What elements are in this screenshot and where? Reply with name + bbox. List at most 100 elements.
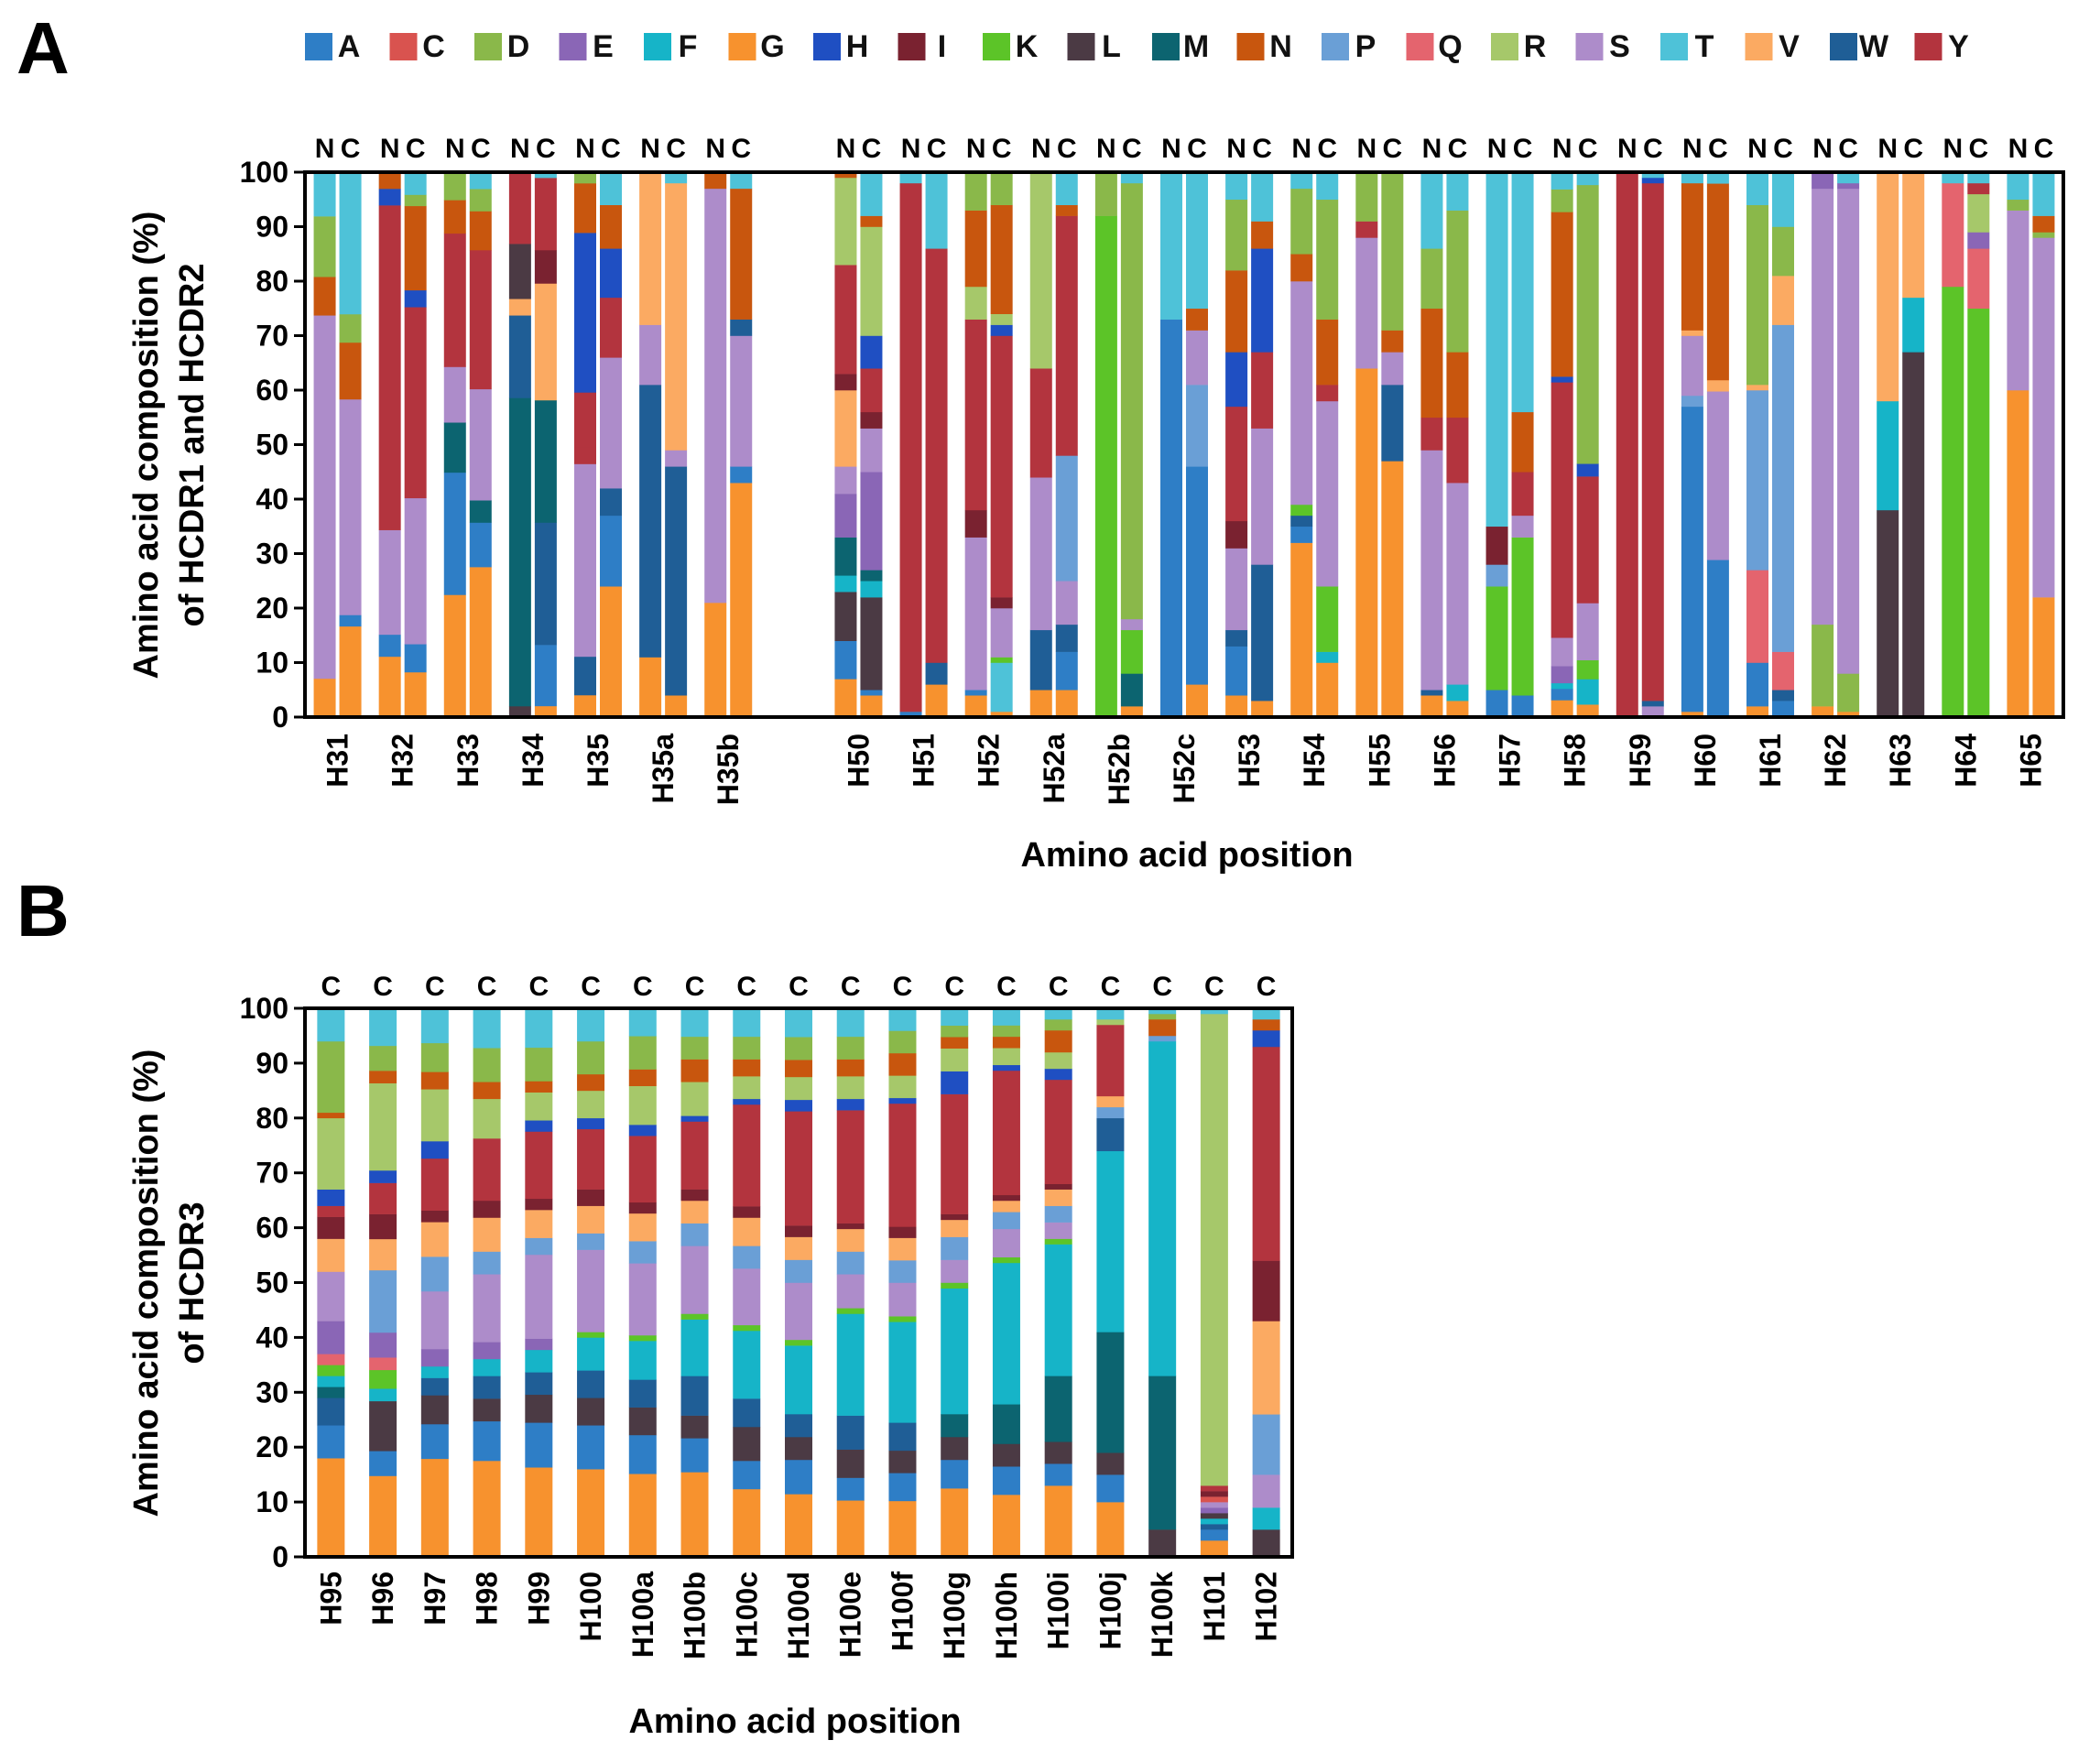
bar-H96-segment-G: [369, 1475, 397, 1558]
pair-label-N: N: [575, 134, 595, 164]
bar-H100k-segment-M: [1148, 1376, 1177, 1530]
bar-H98-segment-F: [473, 1358, 501, 1376]
bar-H34-C-segment-M: [534, 399, 557, 523]
bar-H100a-segment-D: [628, 1036, 657, 1070]
bar-H50-C-segment-E: [860, 472, 883, 571]
pair-label-C: C: [1122, 134, 1142, 164]
bar-H100-segment-S: [577, 1249, 605, 1332]
bar-H51-C-segment-G: [925, 684, 948, 718]
bar-H100g-segment-D: [941, 1025, 969, 1038]
legend-label-I: I: [938, 29, 946, 64]
bar-H35b-C-segment-W: [730, 319, 753, 336]
bar-H96-segment-A: [369, 1451, 397, 1476]
bar-H64-N-segment-T: [1942, 172, 1964, 184]
bar-H52b-C-segment-S: [1120, 618, 1143, 631]
pair-label-C: C: [862, 134, 882, 164]
bar-H51-C-segment-Y: [925, 248, 948, 663]
panel-a-ytick-label: 30: [256, 538, 288, 571]
bar-H100c-segment-T: [733, 1008, 761, 1038]
xtick-label-H95: H95: [314, 1572, 347, 1626]
bar-H102-segment-I: [1252, 1260, 1280, 1321]
bar-H52a-N-segment-G: [1029, 690, 1052, 718]
bar-H97-segment-D: [420, 1042, 449, 1072]
legend-label-F: F: [679, 29, 698, 64]
bar-H100c-segment-G: [733, 1488, 761, 1558]
bar-H31-N-segment-N: [313, 277, 336, 316]
bar-H100f-segment-I: [888, 1226, 917, 1238]
bar-H100e-segment-D: [836, 1036, 865, 1060]
bar-H100h-segment-A: [992, 1466, 1020, 1495]
bar-H35b-N-segment-G: [704, 603, 727, 718]
bar-H100d-segment-F: [785, 1345, 812, 1415]
xtick-label-H52a: H52a: [1038, 734, 1071, 804]
legend-label-V: V: [1779, 29, 1800, 64]
bar-H61-C-segment-P: [1772, 324, 1794, 652]
pair-label-C: C: [341, 134, 361, 164]
bar-H50-C-segment-I: [860, 411, 883, 429]
legend-label-Q: Q: [1438, 29, 1462, 64]
bar-H35a-C-segment-T: [665, 172, 688, 184]
top-label-C: C: [685, 972, 705, 1002]
bar-H33-C-segment-G: [469, 567, 492, 718]
bar-H100f-segment-W: [888, 1422, 917, 1452]
pair-label-N: N: [315, 134, 335, 164]
pair-label-C: C: [1448, 134, 1468, 164]
bar-H100d-segment-V: [785, 1236, 812, 1260]
bar-H100c-segment-I: [733, 1206, 761, 1218]
bar-H35a-N-segment-V: [639, 172, 662, 325]
legend-swatch-F: [644, 33, 671, 60]
bar-H61-N-segment-A: [1746, 662, 1768, 707]
bar-H58-N-segment-F: [1551, 682, 1573, 690]
bar-H62-N-segment-G: [1812, 706, 1834, 718]
bar-H61-N-segment-Q: [1746, 570, 1768, 663]
xtick-label-H50: H50: [842, 734, 875, 788]
bar-H31-N-segment-G: [313, 678, 336, 718]
top-label-C: C: [581, 972, 601, 1002]
bar-H58-N-segment-G: [1551, 700, 1573, 718]
bar-H52c-C-segment-N: [1186, 308, 1208, 331]
bar-H50-N-segment-M: [834, 537, 857, 576]
bar-H100c-segment-K: [733, 1324, 761, 1332]
bar-H52c-C-segment-P: [1186, 385, 1208, 467]
bar-H100b-segment-S: [680, 1245, 709, 1314]
bar-H56-N-segment-Y: [1420, 417, 1443, 451]
top-label-C: C: [736, 972, 756, 1002]
bar-H52c-C-segment-A: [1186, 466, 1208, 685]
bar-H34-N-segment-V: [508, 299, 531, 316]
bar-H100a-segment-L: [628, 1407, 657, 1436]
bar-H33-C-segment-N: [469, 211, 492, 251]
bar-H100i-segment-F: [1044, 1244, 1072, 1376]
bar-H100j-segment-A: [1096, 1474, 1125, 1503]
bar-H99-segment-D: [525, 1047, 553, 1082]
bar-H52a-C-segment-A: [1055, 651, 1078, 691]
xtick-label-H60: H60: [1689, 734, 1722, 788]
bar-H57-C-segment-T: [1511, 172, 1534, 413]
bar-H60-C-segment-V: [1706, 379, 1729, 392]
bar-H100f-segment-P: [888, 1260, 917, 1283]
xtick-label-H32: H32: [386, 734, 419, 788]
bar-H33-N-segment-G: [443, 594, 466, 718]
bar-H52-C-segment-I: [990, 597, 1013, 609]
legend-swatch-S: [1575, 33, 1604, 60]
legend-label-N: N: [1269, 29, 1292, 64]
bar-H35b-N-segment-S: [704, 188, 727, 604]
bar-H95-segment-W: [317, 1398, 345, 1426]
bar-H57-N-segment-I: [1485, 526, 1508, 565]
bar-H33-N-segment-N: [443, 200, 466, 234]
bar-H58-N-segment-N: [1551, 212, 1573, 377]
bar-H32-N-segment-H: [378, 189, 401, 206]
bar-H52-N-segment-N: [964, 210, 987, 288]
legend-swatch-A: [305, 33, 332, 60]
panel-b-ytick-label: 0: [272, 1540, 288, 1573]
bar-H97-segment-P: [420, 1256, 449, 1292]
bar-H100d-segment-P: [785, 1259, 812, 1283]
bar-H100a-segment-H: [628, 1125, 657, 1137]
bar-H52-C-segment-G: [990, 712, 1013, 718]
bar-H51-N-segment-Y: [899, 182, 922, 712]
top-label-C: C: [373, 972, 393, 1002]
bar-H100i-segment-V: [1044, 1189, 1072, 1206]
bar-H62-N-segment-D: [1812, 624, 1834, 707]
legend-swatch-D: [474, 33, 502, 60]
xtick-label-H54: H54: [1298, 734, 1331, 788]
xtick-label-H35: H35: [582, 734, 615, 788]
